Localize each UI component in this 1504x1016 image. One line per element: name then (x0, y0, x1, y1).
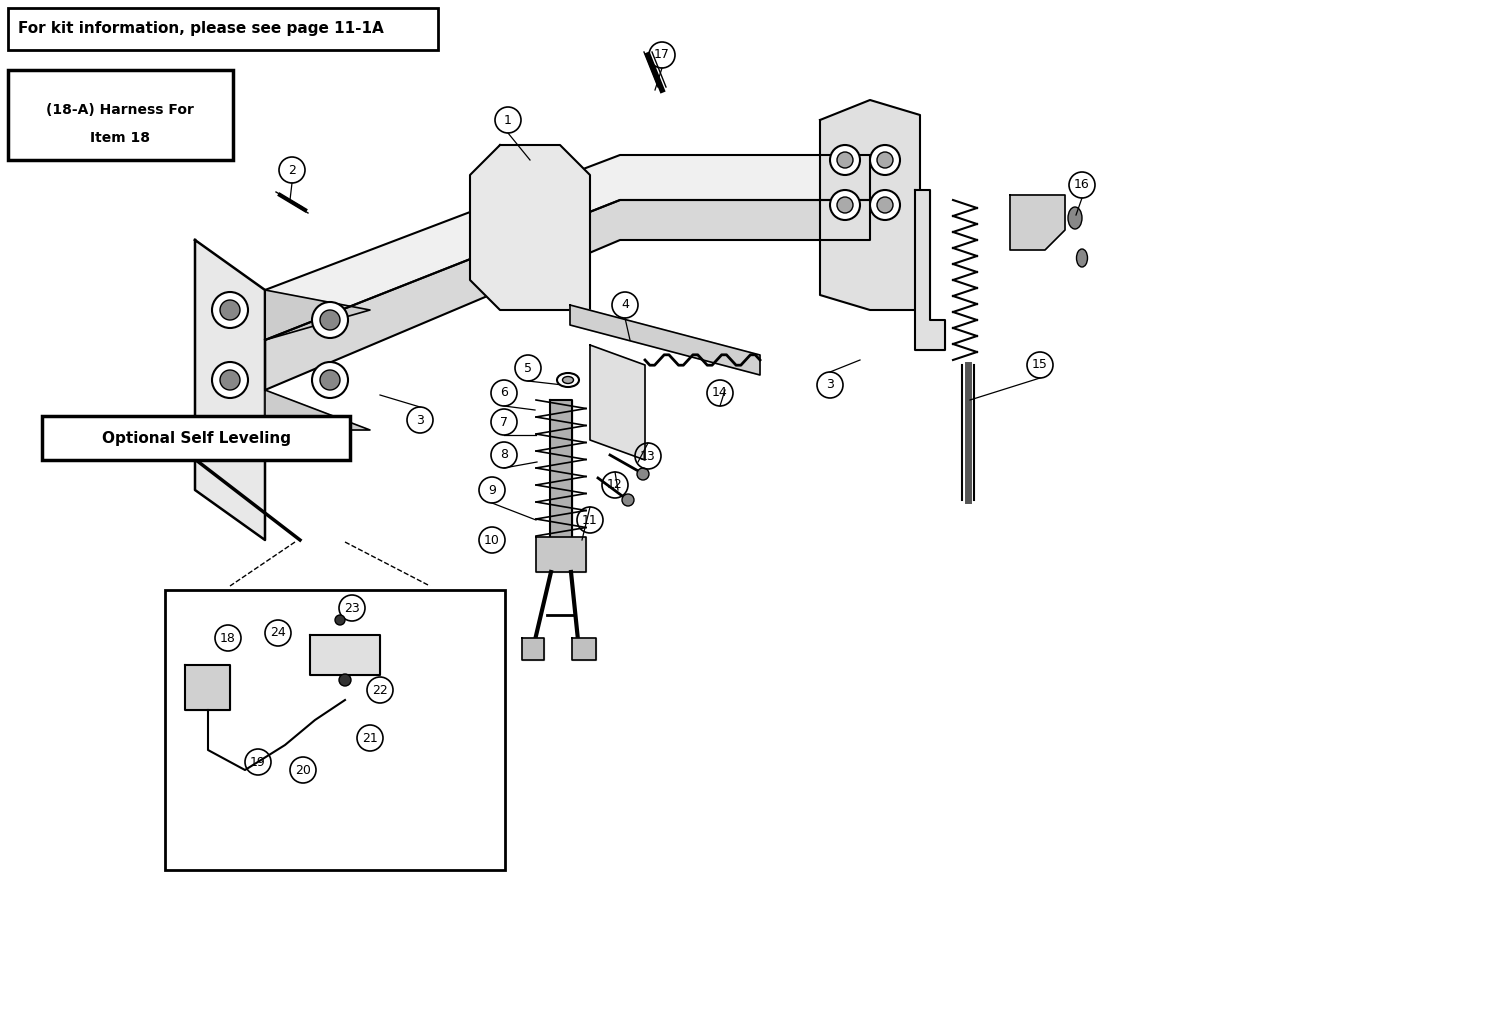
Ellipse shape (1077, 249, 1087, 267)
Ellipse shape (562, 377, 573, 383)
FancyBboxPatch shape (8, 70, 233, 160)
Polygon shape (550, 400, 572, 539)
Ellipse shape (556, 373, 579, 387)
Text: 24: 24 (271, 627, 286, 639)
Text: For kit information, please see page 11-1A: For kit information, please see page 11-… (18, 21, 384, 37)
Polygon shape (820, 100, 920, 310)
Circle shape (830, 145, 860, 175)
Text: 8: 8 (499, 448, 508, 461)
Text: 23: 23 (344, 601, 359, 615)
Polygon shape (572, 638, 596, 660)
Circle shape (869, 145, 899, 175)
Text: 3: 3 (826, 379, 833, 391)
Circle shape (877, 197, 893, 213)
Text: 2: 2 (289, 164, 296, 177)
Polygon shape (196, 240, 265, 539)
Circle shape (320, 310, 340, 330)
Polygon shape (265, 290, 370, 340)
Circle shape (838, 197, 853, 213)
Text: Item 18: Item 18 (90, 131, 150, 145)
Circle shape (338, 674, 350, 686)
Text: 4: 4 (621, 299, 629, 312)
Text: 7: 7 (499, 416, 508, 429)
Circle shape (830, 190, 860, 220)
Text: 16: 16 (1074, 179, 1090, 191)
Polygon shape (265, 200, 869, 390)
Circle shape (869, 190, 899, 220)
FancyBboxPatch shape (165, 590, 505, 870)
Polygon shape (310, 635, 381, 675)
Text: 5: 5 (523, 362, 532, 375)
Polygon shape (469, 145, 590, 310)
Text: (18-A) Harness For: (18-A) Harness For (47, 103, 194, 117)
Text: 20: 20 (295, 763, 311, 776)
Circle shape (220, 300, 241, 320)
Text: 1: 1 (504, 114, 511, 127)
Text: 17: 17 (654, 49, 669, 62)
Circle shape (335, 615, 344, 625)
Text: 21: 21 (362, 732, 378, 745)
Ellipse shape (1068, 207, 1081, 229)
Circle shape (320, 370, 340, 390)
Circle shape (877, 152, 893, 168)
Text: 18: 18 (220, 632, 236, 644)
Polygon shape (590, 345, 645, 460)
Polygon shape (535, 537, 587, 572)
Text: 10: 10 (484, 533, 499, 547)
Text: 6: 6 (499, 386, 508, 399)
Text: 15: 15 (1032, 359, 1048, 372)
Text: Optional Self Leveling: Optional Self Leveling (101, 431, 290, 445)
Text: 11: 11 (582, 513, 599, 526)
Polygon shape (522, 638, 544, 660)
Text: 12: 12 (608, 479, 623, 492)
FancyBboxPatch shape (42, 416, 350, 460)
FancyBboxPatch shape (8, 8, 438, 50)
Text: 14: 14 (711, 386, 728, 399)
Text: 3: 3 (417, 414, 424, 427)
Text: 22: 22 (371, 684, 388, 697)
Polygon shape (265, 390, 370, 430)
Circle shape (638, 468, 650, 480)
Polygon shape (914, 190, 945, 350)
Circle shape (623, 494, 635, 506)
Circle shape (212, 362, 248, 398)
Circle shape (311, 302, 347, 338)
Text: 13: 13 (641, 449, 656, 462)
Circle shape (311, 362, 347, 398)
Polygon shape (265, 155, 869, 340)
Polygon shape (570, 305, 760, 375)
Circle shape (212, 292, 248, 328)
Text: 9: 9 (489, 484, 496, 497)
Polygon shape (185, 665, 230, 710)
Circle shape (220, 370, 241, 390)
Polygon shape (1011, 195, 1065, 250)
Text: 19: 19 (250, 756, 266, 768)
Circle shape (838, 152, 853, 168)
